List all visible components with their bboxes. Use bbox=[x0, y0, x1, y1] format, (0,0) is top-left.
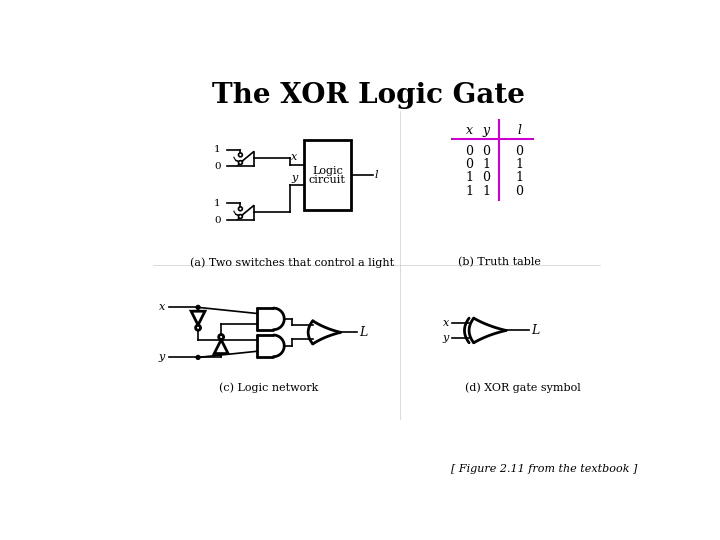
Bar bbox=[304, 140, 351, 210]
Text: The XOR Logic Gate: The XOR Logic Gate bbox=[212, 82, 526, 109]
Text: 1: 1 bbox=[482, 158, 490, 171]
Text: (a) Two switches that control a light: (a) Two switches that control a light bbox=[190, 257, 394, 268]
Text: y: y bbox=[443, 333, 449, 343]
Circle shape bbox=[238, 207, 243, 211]
Text: y: y bbox=[158, 353, 165, 362]
Text: 0: 0 bbox=[515, 145, 523, 158]
Circle shape bbox=[238, 214, 243, 218]
Text: 0: 0 bbox=[214, 162, 220, 171]
Circle shape bbox=[196, 306, 200, 309]
Text: 1: 1 bbox=[515, 172, 523, 185]
Text: 0: 0 bbox=[214, 216, 220, 225]
Text: y: y bbox=[291, 173, 297, 183]
Text: 0: 0 bbox=[482, 172, 490, 185]
Text: 1: 1 bbox=[214, 199, 220, 208]
Text: 1: 1 bbox=[465, 172, 473, 185]
Text: x: x bbox=[291, 152, 297, 162]
Circle shape bbox=[196, 325, 201, 330]
Text: (b) Truth table: (b) Truth table bbox=[459, 257, 541, 268]
Text: l: l bbox=[517, 124, 521, 137]
Text: x: x bbox=[443, 318, 449, 328]
Text: x: x bbox=[158, 302, 165, 312]
Text: (c) Logic network: (c) Logic network bbox=[219, 382, 318, 393]
Text: Logic: Logic bbox=[312, 166, 343, 176]
Text: x: x bbox=[466, 124, 472, 137]
Text: [ Figure 2.11 from the textbook ]: [ Figure 2.11 from the textbook ] bbox=[451, 464, 637, 475]
Text: 1: 1 bbox=[214, 145, 220, 154]
Text: L: L bbox=[359, 326, 367, 339]
Text: y: y bbox=[482, 124, 490, 137]
Text: 0: 0 bbox=[465, 145, 473, 158]
Text: 1: 1 bbox=[482, 185, 490, 198]
Text: 0: 0 bbox=[515, 185, 523, 198]
Text: circuit: circuit bbox=[309, 174, 346, 185]
Text: 0: 0 bbox=[465, 158, 473, 171]
Text: l: l bbox=[374, 170, 378, 180]
Circle shape bbox=[238, 153, 243, 157]
Text: L: L bbox=[531, 324, 540, 337]
Text: 0: 0 bbox=[482, 145, 490, 158]
Text: 1: 1 bbox=[515, 158, 523, 171]
Text: 1: 1 bbox=[465, 185, 473, 198]
Text: (d) XOR gate symbol: (d) XOR gate symbol bbox=[465, 382, 581, 393]
Circle shape bbox=[196, 355, 200, 359]
Circle shape bbox=[219, 335, 224, 340]
Circle shape bbox=[238, 161, 243, 165]
